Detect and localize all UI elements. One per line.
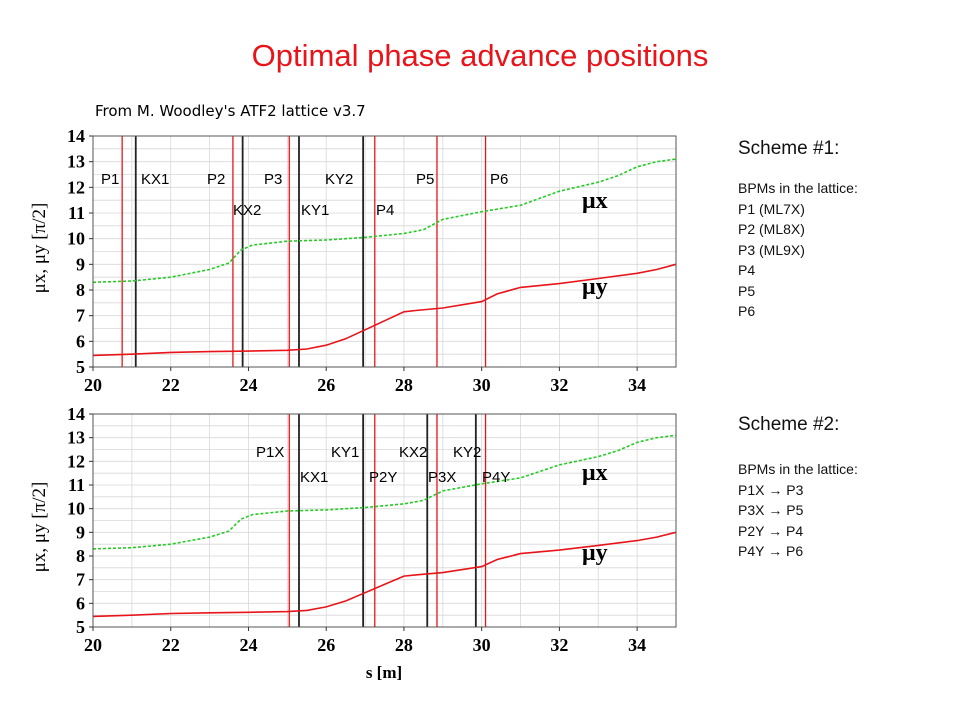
chart2-ytick-label: 14	[67, 404, 85, 424]
chart2-xtick-label: 32	[550, 635, 568, 655]
chart1-xtick-label: 34	[628, 375, 646, 395]
chart2-ytick-label: 10	[67, 499, 85, 519]
chart1-xtick-label: 32	[550, 375, 568, 395]
list-item: P4	[738, 262, 756, 278]
chart2-xtick-label: 20	[84, 635, 102, 655]
chart1-xtick-label: 24	[239, 375, 257, 395]
chart1-ytick-label: 13	[67, 152, 85, 172]
chart2-ytick-label: 11	[68, 475, 85, 495]
chart2-series-mu-y	[92, 531, 677, 618]
chart2-frame	[92, 413, 677, 628]
scheme-2-list-header: BPMs in the lattice:	[738, 461, 858, 477]
chart1-grid	[92, 135, 677, 368]
chart1-series-mu-x	[92, 158, 677, 284]
chart1-xtick-label: 22	[162, 375, 180, 395]
chart1-ytick-label: 5	[76, 357, 85, 377]
chart1-label-P6: P6	[490, 171, 508, 188]
chart1-xtick-label: 26	[317, 375, 335, 395]
chart1-xtick-label: 28	[395, 375, 413, 395]
chart2-label-KY1: KY1	[331, 444, 359, 461]
chart1-label-P3: P3	[264, 171, 282, 188]
chart2-grid	[92, 413, 677, 628]
chart1-label-P5: P5	[416, 171, 434, 188]
list-item: P4Y → P6	[738, 543, 804, 559]
chart-scheme-1: 20 22 24 26 28 30 32 34 5 6 7 8 9 10 11 12 13 14 μx, μy […	[29, 126, 677, 395]
scheme-2-bpm-list: BPMs in the lattice: P1X → P3 P3X → P5 P…	[738, 459, 858, 562]
chart1-ytick-label: 6	[76, 331, 85, 351]
chart1-ytick-label: 10	[67, 229, 85, 249]
chart2-label-KY2: KY2	[453, 444, 481, 461]
chart1-mu-x-annotation: μx	[582, 188, 608, 214]
chart2-ytick-label: 6	[76, 593, 85, 613]
chart1-xtick-label: 20	[84, 375, 102, 395]
chart2-label-P3X: P3X	[428, 469, 456, 486]
list-item: P3 (ML9X)	[738, 241, 805, 258]
chart2-xtick-label: 22	[162, 635, 180, 655]
chart1-label-P1: P1	[101, 171, 119, 188]
scheme-1-bpm-list: BPMs in the lattice: P1 (ML7X) P2 (ML8X)…	[738, 178, 858, 322]
chart2-mu-x-annotation: μx	[582, 460, 608, 486]
chart1-axes: 20 22 24 26 28 30 32 34 5 6 7 8 9 10 11 12 13 14	[67, 126, 677, 395]
chart1-ylabel: μx, μy [π/2]	[29, 203, 50, 294]
chart2-ytick-label: 8	[76, 546, 85, 566]
chart2-xlabel: s [m]	[366, 663, 402, 682]
list-item: P3X → P5	[738, 502, 804, 518]
chart1-frame	[92, 135, 677, 368]
chart1-label-KY2: KY2	[325, 171, 353, 188]
chart2-mu-y-annotation: μy	[582, 540, 608, 566]
chart1-series-mu-y	[92, 263, 677, 357]
list-item: P2Y → P4	[738, 522, 804, 539]
chart2-ylabel: μx, μy [π/2]	[29, 482, 50, 573]
chart1-ytick-label: 8	[76, 280, 85, 300]
chart2-ytick-label: 12	[67, 451, 85, 471]
chart1-label-P2: P2	[207, 171, 225, 188]
chart2-label-KX2: KX2	[399, 444, 427, 461]
chart1-mu-y-annotation: μy	[582, 274, 608, 300]
list-item: P2 (ML8X)	[738, 221, 805, 237]
scheme-2-title: Scheme #2:	[738, 414, 840, 435]
chart1-series	[92, 158, 677, 357]
chart2-xtick-label: 24	[239, 635, 257, 655]
chart2-ytick-label: 7	[76, 570, 85, 590]
chart2-ytick-label: 9	[76, 522, 85, 542]
chart1-ytick-label: 11	[68, 203, 85, 223]
chart2-series	[92, 434, 677, 618]
chart2-label-KX1: KX1	[300, 469, 328, 486]
chart1-ytick-label: 9	[76, 254, 85, 274]
source-note: From M. Woodley's ATF2 lattice v3.7	[95, 102, 366, 120]
list-item: P1 (ML7X)	[738, 200, 805, 217]
chart2-ytick-label: 13	[67, 428, 85, 448]
list-item: P1X → P3	[738, 481, 804, 498]
chart1-label-P4: P4	[376, 202, 394, 219]
chart1-xtick-label: 30	[473, 375, 491, 395]
chart2-label-P4Y: P4Y	[482, 469, 510, 486]
chart2-xtick-label: 30	[473, 635, 491, 655]
chart1-label-KX1: KX1	[141, 171, 169, 188]
scheme-1-title: Scheme #1:	[738, 138, 840, 159]
chart2-label-P1X: P1X	[256, 444, 284, 461]
chart2-xtick-label: 28	[395, 635, 413, 655]
chart2-xtick-label: 34	[628, 635, 646, 655]
chart2-ytick-label: 5	[76, 617, 85, 637]
chart1-ytick-label: 7	[76, 306, 85, 326]
chart1-label-KX2: KX2	[233, 202, 261, 219]
list-item: P5	[738, 282, 756, 299]
chart2-element-lines	[288, 414, 487, 627]
scheme-1-list-header: BPMs in the lattice:	[738, 180, 858, 196]
chart2-axes: 20 22 24 26 28 30 32 34 5 6 7 8 9 10 11 12 13 14	[67, 404, 677, 655]
slide-title: Optimal phase advance positions	[251, 38, 709, 73]
chart1-ytick-label: 12	[67, 177, 85, 197]
chart1-ytick-label: 14	[67, 126, 85, 146]
chart-scheme-2: 20 22 24 26 28 30 32 34 5 6 7 8 9 10 11 12 13 14 μx, μy […	[29, 404, 677, 682]
chart1-element-lines	[121, 136, 487, 367]
chart1-label-KY1: KY1	[301, 202, 329, 219]
list-item: P6	[738, 303, 756, 319]
chart2-label-P2Y: P2Y	[369, 469, 397, 486]
chart2-xtick-label: 26	[317, 635, 335, 655]
